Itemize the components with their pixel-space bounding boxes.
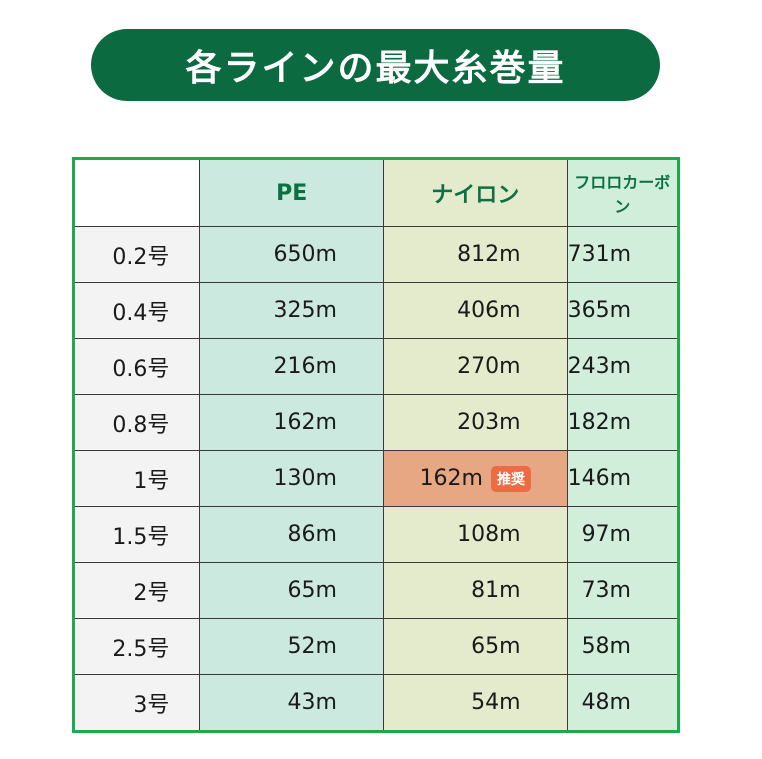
cell-value: 3号	[133, 692, 170, 718]
header-fluorocarbon: フロロカーボン	[566, 158, 680, 227]
nylon-cell: 406m	[382, 282, 568, 339]
cell-value: 58m	[581, 634, 631, 659]
pe-cell: 43m	[199, 674, 384, 732]
fluorocarbon-cell: 243m	[566, 338, 680, 395]
header-nylon: ナイロン	[382, 158, 568, 227]
fluorocarbon-cell: 97m	[566, 506, 680, 563]
size-cell: 2.5号	[72, 618, 201, 675]
nylon-cell: 108m	[382, 506, 568, 563]
table-row: 1.5号 86m 108m 97m	[72, 506, 680, 563]
cell-value: 270m	[457, 354, 521, 379]
page-title: 各ラインの最大糸巻量	[91, 29, 660, 101]
cell-value: 97m	[581, 522, 631, 547]
cell-value: 43m	[287, 690, 337, 715]
table-row: 0.2号 650m 812m 731m	[72, 226, 680, 283]
size-cell: 2号	[72, 562, 201, 619]
cell-value: 0.6号	[112, 356, 170, 382]
table-row: 3号 43m 54m 48m	[72, 674, 680, 732]
table-row: 0.6号 216m 270m 243m	[72, 338, 680, 395]
size-cell: 3号	[72, 674, 201, 732]
fluorocarbon-cell: 73m	[566, 562, 680, 619]
nylon-cell: 203m	[382, 394, 568, 451]
pe-cell: 216m	[199, 338, 384, 395]
table-row: 2.5号 52m 65m 58m	[72, 618, 680, 675]
cell-value: 0.8号	[112, 412, 170, 438]
cell-value: 325m	[273, 298, 337, 323]
cell-value: 731m	[567, 242, 631, 267]
cell-value: 2号	[133, 580, 170, 606]
size-cell: 0.8号	[72, 394, 201, 451]
cell-value: 2.5号	[112, 636, 170, 662]
cell-value: 1号	[133, 468, 170, 494]
pe-cell: 325m	[199, 282, 384, 339]
cell-value: 73m	[581, 578, 631, 603]
fluorocarbon-cell: 146m	[566, 450, 680, 507]
nylon-cell: 54m	[382, 674, 568, 732]
cell-value: 146m	[567, 466, 631, 491]
cell-value: 812m	[457, 242, 521, 267]
cell-value: 650m	[273, 242, 337, 267]
header-empty	[72, 158, 201, 227]
fluorocarbon-cell: 58m	[566, 618, 680, 675]
size-cell: 0.4号	[72, 282, 201, 339]
cell-value: 0.2号	[112, 244, 170, 270]
fluorocarbon-cell: 365m	[566, 282, 680, 339]
pe-cell: 650m	[199, 226, 384, 283]
cell-value: 65m	[287, 578, 337, 603]
cell-value: 243m	[567, 354, 631, 379]
cell-value: 52m	[287, 634, 337, 659]
fluorocarbon-cell: 182m	[566, 394, 680, 451]
table-row: 0.8号 162m 203m 182m	[72, 394, 680, 451]
size-cell: 0.2号	[72, 226, 201, 283]
line-capacity-table: PE ナイロン フロロカーボン 0.2号 650m 812m 731m 0.4号 325m…	[72, 157, 680, 733]
cell-value: 162m	[273, 410, 337, 435]
pe-cell: 52m	[199, 618, 384, 675]
cell-value: 81m	[471, 578, 521, 603]
nylon-cell: 270m	[382, 338, 568, 395]
cell-value: 130m	[273, 466, 337, 491]
pe-cell: 130m	[199, 450, 384, 507]
cell-value: 65m	[471, 634, 521, 659]
table-row: 2号 65m 81m 73m	[72, 562, 680, 619]
header-row: PE ナイロン フロロカーボン	[72, 158, 680, 227]
pe-cell: 65m	[199, 562, 384, 619]
size-cell: 1.5号	[72, 506, 201, 563]
cell-value: 1.5号	[112, 524, 170, 550]
cell-value: 54m	[471, 690, 521, 715]
nylon-cell: 81m	[382, 562, 568, 619]
nylon-cell: 65m	[382, 618, 568, 675]
table-row: 0.4号 325m 406m 365m	[72, 282, 680, 339]
pe-cell: 86m	[199, 506, 384, 563]
header-pe: PE	[199, 158, 384, 227]
size-cell: 0.6号	[72, 338, 201, 395]
cell-value: 406m	[457, 298, 521, 323]
fluorocarbon-cell: 48m	[566, 674, 680, 732]
cell-value: 48m	[581, 690, 631, 715]
cell-value: 182m	[567, 410, 631, 435]
cell-value: 365m	[567, 298, 631, 323]
cell-value: 203m	[457, 410, 521, 435]
table-row: 1号 130m 162m 推奨 146m	[72, 450, 680, 507]
fluorocarbon-cell: 731m	[566, 226, 680, 283]
cell-value: 108m	[457, 522, 521, 547]
size-cell: 1号	[72, 450, 201, 507]
recommended-badge: 推奨	[490, 465, 531, 492]
nylon-cell: 162m 推奨	[382, 450, 568, 507]
cell-value: 0.4号	[112, 300, 170, 326]
cell-value: 86m	[287, 522, 337, 547]
nylon-cell: 812m	[382, 226, 568, 283]
pe-cell: 162m	[199, 394, 384, 451]
cell-value: 162m	[419, 465, 483, 491]
cell-value: 216m	[273, 354, 337, 379]
